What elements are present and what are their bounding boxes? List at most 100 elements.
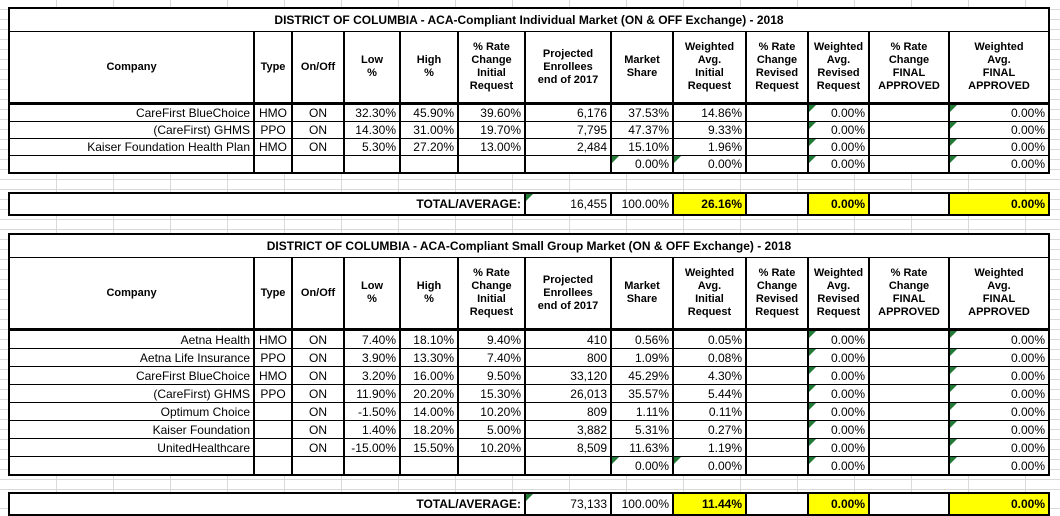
cell-rate-change-initial[interactable] [457,155,526,174]
cell-weighted-avg-final[interactable]: 0.00% [948,420,1050,439]
cell-low-pct[interactable]: 7.40% [343,329,401,349]
cell-weighted-avg-final[interactable]: 0.00% [948,456,1050,476]
cell-total-weighted-initial[interactable]: 26.16% [672,192,747,216]
cell-rate-change-revised[interactable] [745,456,809,476]
cell-rate-change-revised[interactable] [745,384,809,403]
cell-company[interactable]: Aetna Life Insurance [8,348,255,367]
cell-rate-change-initial[interactable]: 9.50% [457,366,526,385]
cell-weighted-avg-revised[interactable]: 0.00% [807,384,870,403]
cell-market-share[interactable]: 35.57% [610,384,674,403]
cell-high-pct[interactable]: 45.90% [399,103,459,122]
cell-projected-enrollees[interactable]: 800 [524,348,612,367]
cell-projected-enrollees[interactable]: 8,509 [524,438,612,457]
cell-type[interactable]: PPO [253,348,293,367]
cell-type[interactable]: PPO [253,384,293,403]
cell-on-off[interactable]: ON [291,121,345,139]
cell-rate-change-final[interactable] [868,329,950,349]
cell-weighted-avg-initial[interactable]: 1.19% [672,438,747,457]
cell-weighted-avg-final[interactable]: 0.00% [948,402,1050,421]
cell-company[interactable]: Kaiser Foundation Health Plan [8,138,255,156]
cell-weighted-avg-initial[interactable]: 0.05% [672,329,747,349]
cell-weighted-avg-revised[interactable]: 0.00% [807,402,870,421]
total-average-label[interactable]: TOTAL/AVERAGE: [8,492,526,516]
col-weighted-avg-revised-request[interactable]: Weighted Avg. Revised Request [807,31,870,105]
cell-weighted-avg-initial[interactable]: 0.00% [672,155,747,174]
cell-rate-change-final[interactable] [868,456,950,476]
cell-type[interactable] [253,155,293,174]
col-type[interactable]: Type [253,31,293,105]
cell-on-off[interactable]: ON [291,438,345,457]
col-projected-enrollees[interactable]: Projected Enrollees end of 2017 [524,31,612,105]
cell-weighted-avg-revised[interactable]: 0.00% [807,103,870,122]
cell-weighted-avg-final[interactable]: 0.00% [948,121,1050,139]
cell-high-pct[interactable]: 18.20% [399,420,459,439]
col-high-pct[interactable]: High % [399,31,459,105]
cell-rate-change-initial[interactable]: 10.20% [457,402,526,421]
cell-company[interactable]: Optimum Choice [8,402,255,421]
individual-market-title[interactable]: DISTRICT OF COLUMBIA - ACA-Compliant Ind… [8,7,1050,32]
cell-company[interactable]: Aetna Health [8,329,255,349]
cell-company[interactable]: (CareFirst) GHMS [8,384,255,403]
cell-rate-change-revised[interactable] [745,329,809,349]
cell-rate-change-revised[interactable] [745,366,809,385]
col-rate-change-final-approved[interactable]: % Rate Change FINAL APPROVED [868,257,950,331]
cell-projected-enrollees[interactable]: 3,882 [524,420,612,439]
cell-high-pct[interactable]: 13.30% [399,348,459,367]
cell-rate-change-revised[interactable] [745,402,809,421]
cell-low-pct[interactable] [343,456,401,476]
total-average-label[interactable]: TOTAL/AVERAGE: [8,192,526,216]
cell-on-off[interactable]: ON [291,138,345,156]
cell-weighted-avg-initial[interactable]: 1.96% [672,138,747,156]
cell-type[interactable] [253,438,293,457]
cell-on-off[interactable] [291,456,345,476]
cell-high-pct[interactable]: 20.20% [399,384,459,403]
cell-weighted-avg-revised[interactable]: 0.00% [807,348,870,367]
cell-market-share[interactable]: 47.37% [610,121,674,139]
cell-projected-enrollees[interactable]: 6,176 [524,103,612,122]
cell-company[interactable]: UnitedHealthcare [8,438,255,457]
cell-type[interactable] [253,420,293,439]
cell-company[interactable] [8,456,255,476]
cell-weighted-avg-final[interactable]: 0.00% [948,366,1050,385]
cell-low-pct[interactable]: 1.40% [343,420,401,439]
cell-total-weighted-final[interactable]: 0.00% [948,192,1050,216]
cell-rate-change-final[interactable] [868,366,950,385]
cell-market-share[interactable]: 45.29% [610,366,674,385]
cell-low-pct[interactable]: 5.30% [343,138,401,156]
cell-rate-change-initial[interactable]: 7.40% [457,348,526,367]
cell-rate-change-final[interactable] [868,438,950,457]
cell-rate-change-initial[interactable]: 10.20% [457,438,526,457]
cell-projected-enrollees[interactable]: 7,795 [524,121,612,139]
cell-rate-change-final[interactable] [868,384,950,403]
cell-rate-change-initial[interactable]: 19.70% [457,121,526,139]
col-weighted-avg-initial-request[interactable]: Weighted Avg. Initial Request [672,31,747,105]
cell-market-share[interactable]: 15.10% [610,138,674,156]
col-high-pct[interactable]: High % [399,257,459,331]
cell-weighted-avg-initial[interactable]: 4.30% [672,366,747,385]
cell-on-off[interactable]: ON [291,384,345,403]
col-market-share[interactable]: Market Share [610,257,674,331]
cell-company[interactable]: (CareFirst) GHMS [8,121,255,139]
cell-type[interactable]: HMO [253,366,293,385]
cell-rate-change-revised[interactable] [745,155,809,174]
cell-low-pct[interactable]: -1.50% [343,402,401,421]
col-rate-change-revised-request[interactable]: % Rate Change Revised Request [745,31,809,105]
col-company[interactable]: Company [8,257,255,331]
cell-on-off[interactable] [291,155,345,174]
cell-total-enrollees[interactable]: 16,455 [524,192,612,216]
cell-weighted-avg-initial[interactable]: 9.33% [672,121,747,139]
cell-weighted-avg-initial[interactable]: 0.08% [672,348,747,367]
cell-rate-change-final[interactable] [868,103,950,122]
cell-weighted-avg-revised[interactable]: 0.00% [807,438,870,457]
col-weighted-avg-initial-request[interactable]: Weighted Avg. Initial Request [672,257,747,331]
cell-rate-change-initial[interactable]: 15.30% [457,384,526,403]
col-type[interactable]: Type [253,257,293,331]
cell-low-pct[interactable]: -15.00% [343,438,401,457]
cell-rate-change-revised[interactable] [745,348,809,367]
cell-company[interactable]: CareFirst BlueChoice [8,103,255,122]
cell-market-share[interactable]: 1.09% [610,348,674,367]
cell-type[interactable]: HMO [253,103,293,122]
cell-rate-change-final[interactable] [868,138,950,156]
cell-rate-change-final[interactable] [868,420,950,439]
cell-weighted-avg-initial[interactable]: 0.11% [672,402,747,421]
